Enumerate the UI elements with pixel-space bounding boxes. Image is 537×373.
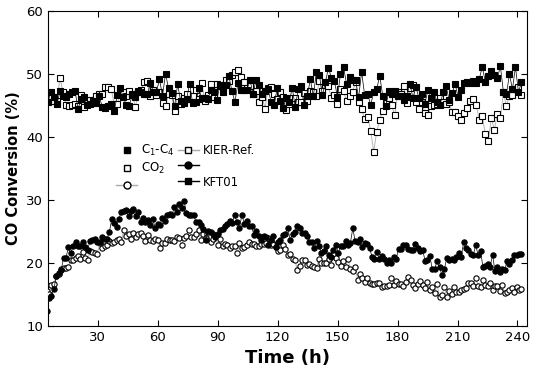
X-axis label: Time (h): Time (h) xyxy=(245,350,330,367)
Y-axis label: CO Conversion (%): CO Conversion (%) xyxy=(5,91,20,245)
Legend: C$_1$-C$_4$, CO$_2$, , KIER-Ref., , KFT01: C$_1$-C$_4$, CO$_2$, , KIER-Ref., , KFT0… xyxy=(116,142,255,192)
